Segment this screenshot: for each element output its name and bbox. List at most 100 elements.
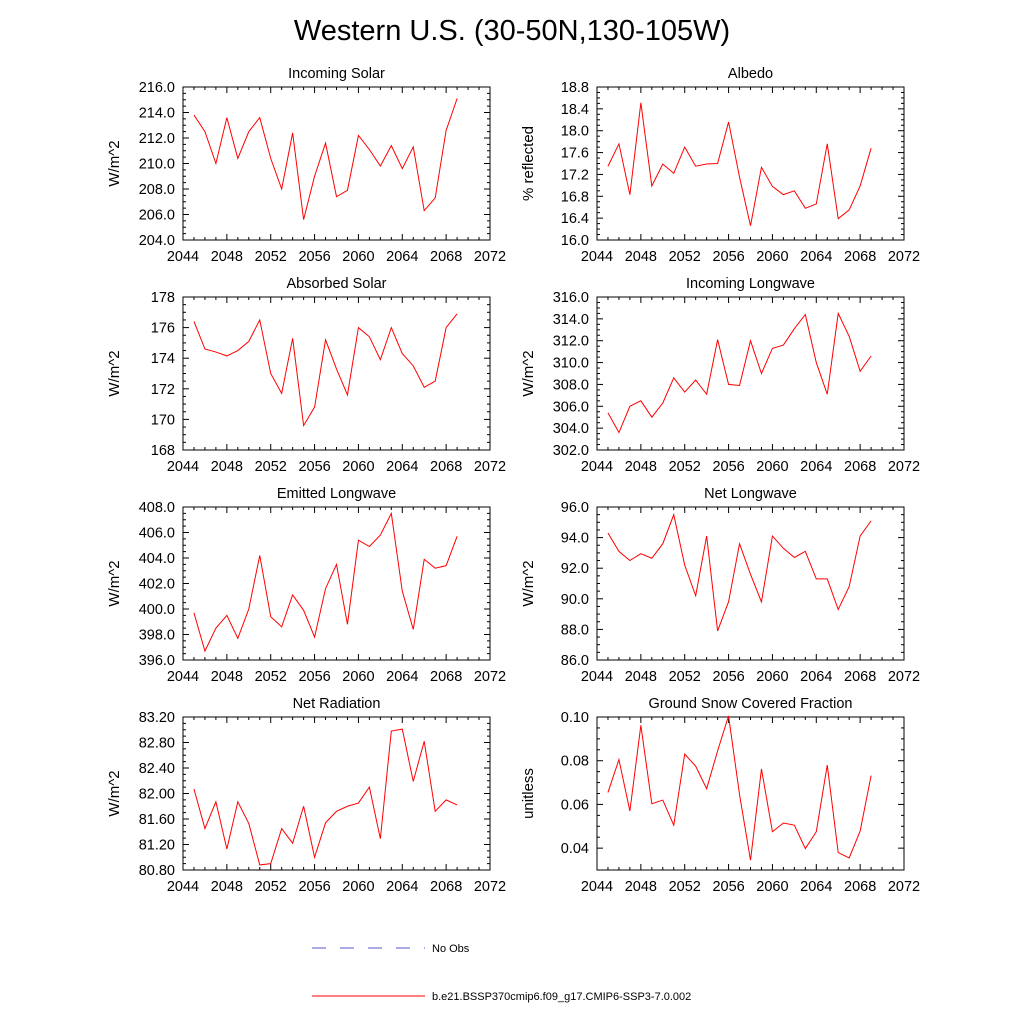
x-tick-label: 2048 xyxy=(625,879,657,895)
panel-title: Incoming Solar xyxy=(288,66,385,82)
y-tick-label: 168 xyxy=(151,443,175,459)
y-tick-label: 94.0 xyxy=(561,531,589,547)
x-tick-label: 2044 xyxy=(167,669,199,685)
x-tick-label: 2056 xyxy=(298,669,330,685)
x-tick-label: 2048 xyxy=(211,669,243,685)
x-tick-label: 2044 xyxy=(167,249,199,265)
y-tick-label: 312.0 xyxy=(553,334,589,350)
x-tick-label: 2068 xyxy=(430,669,462,685)
y-tick-label: 81.20 xyxy=(139,838,175,854)
y-tick-label: 302.0 xyxy=(553,443,589,459)
x-tick-label: 2060 xyxy=(342,879,374,895)
panel-title: Emitted Longwave xyxy=(277,486,396,502)
series-line xyxy=(607,311,872,434)
x-tick-label: 2048 xyxy=(211,459,243,475)
y-tick-label: 90.0 xyxy=(561,592,589,608)
y-axis-label: W/m^2 xyxy=(520,350,537,396)
x-tick-label: 2044 xyxy=(167,879,199,895)
x-tick-label: 2056 xyxy=(712,669,744,685)
x-tick-label: 2048 xyxy=(625,669,657,685)
y-tick-label: 81.60 xyxy=(139,812,175,828)
x-tick-label: 2056 xyxy=(298,249,330,265)
y-tick-label: 178 xyxy=(151,290,175,306)
y-tick-label: 406.0 xyxy=(139,526,175,542)
y-tick-label: 0.08 xyxy=(561,754,589,770)
x-tick-label: 2072 xyxy=(888,669,920,685)
y-axis-label: W/m^2 xyxy=(106,770,123,816)
panel-0: Incoming Solar W/m^2 2044 2048 2052 2056 2060 2… xyxy=(106,66,506,265)
x-tick-label: 2052 xyxy=(255,669,287,685)
y-tick-label: 212.0 xyxy=(139,131,175,147)
x-tick-label: 2060 xyxy=(756,879,788,895)
y-tick-label: 16.4 xyxy=(561,211,589,227)
legend: No Obs b.e21.BSSP370cmip6.f09_g17.CMIP6-… xyxy=(312,943,691,1003)
plot-frame xyxy=(596,296,905,451)
panel-3: Incoming Longwave W/m^2 2044 2048 2052 2056 20… xyxy=(520,276,920,475)
y-axis-label: W/m^2 xyxy=(520,560,537,606)
y-tick-label: 310.0 xyxy=(553,356,589,372)
y-tick-label: 402.0 xyxy=(139,577,175,593)
plot-frame xyxy=(182,296,491,451)
x-tick-label: 2048 xyxy=(211,249,243,265)
plot-frame xyxy=(182,86,491,241)
y-tick-label: 88.0 xyxy=(561,622,589,638)
x-tick-label: 2064 xyxy=(800,669,832,685)
plot-frame xyxy=(182,716,491,871)
x-tick-label: 2072 xyxy=(474,879,506,895)
x-tick-label: 2056 xyxy=(712,879,744,895)
y-tick-label: 170 xyxy=(151,412,175,428)
y-tick-label: 208.0 xyxy=(139,182,175,198)
plot-frame xyxy=(596,86,905,241)
y-tick-label: 306.0 xyxy=(553,399,589,415)
plot-frame xyxy=(182,506,491,661)
x-tick-label: 2056 xyxy=(712,459,744,475)
y-tick-label: 408.0 xyxy=(139,500,175,516)
y-tick-label: 17.2 xyxy=(561,167,589,183)
y-tick-label: 398.0 xyxy=(139,628,175,644)
plot-frame xyxy=(596,506,905,661)
x-tick-label: 2044 xyxy=(167,459,199,475)
y-tick-label: 82.80 xyxy=(139,736,175,752)
y-tick-label: 82.40 xyxy=(139,761,175,777)
y-tick-label: 404.0 xyxy=(139,551,175,567)
series-line xyxy=(193,511,458,653)
x-tick-label: 2052 xyxy=(669,249,701,265)
y-tick-label: 18.8 xyxy=(561,80,589,96)
x-tick-label: 2060 xyxy=(342,459,374,475)
x-tick-label: 2068 xyxy=(844,249,876,265)
y-tick-label: 204.0 xyxy=(139,233,175,249)
x-tick-label: 2044 xyxy=(581,669,613,685)
x-tick-label: 2060 xyxy=(756,459,788,475)
y-tick-label: 174 xyxy=(151,351,175,367)
x-tick-label: 2068 xyxy=(430,459,462,475)
x-tick-label: 2072 xyxy=(474,459,506,475)
series-line xyxy=(607,715,872,861)
y-tick-label: 400.0 xyxy=(139,602,175,618)
y-tick-label: 0.04 xyxy=(561,841,589,857)
legend-model-label: b.e21.BSSP370cmip6.f09_g17.CMIP6-SSP3-7.… xyxy=(432,991,691,1003)
x-tick-label: 2064 xyxy=(386,879,418,895)
y-tick-label: 16.8 xyxy=(561,189,589,205)
x-tick-label: 2068 xyxy=(430,879,462,895)
y-tick-label: 0.10 xyxy=(561,710,589,726)
x-tick-label: 2064 xyxy=(800,459,832,475)
x-tick-label: 2064 xyxy=(800,879,832,895)
y-tick-label: 308.0 xyxy=(553,377,589,393)
panel-title: Ground Snow Covered Fraction xyxy=(649,696,853,712)
y-tick-label: 172 xyxy=(151,382,175,398)
y-axis-label: W/m^2 xyxy=(106,350,123,396)
x-tick-label: 2048 xyxy=(625,459,657,475)
y-axis-label: unitless xyxy=(520,768,537,819)
y-tick-label: 0.06 xyxy=(561,797,589,813)
x-tick-label: 2060 xyxy=(756,669,788,685)
series-line xyxy=(607,102,872,226)
panel-5: Net Longwave W/m^2 2044 2048 2052 2056 2060 206… xyxy=(520,486,920,685)
x-tick-label: 2064 xyxy=(386,459,418,475)
series-line xyxy=(607,512,872,632)
x-tick-label: 2052 xyxy=(669,669,701,685)
y-tick-label: 314.0 xyxy=(553,312,589,328)
x-tick-label: 2068 xyxy=(844,879,876,895)
x-tick-label: 2060 xyxy=(342,669,374,685)
main-title: Western U.S. (30-50N,130-105W) xyxy=(294,15,730,47)
panel-4: Emitted Longwave W/m^2 2044 2048 2052 2056 206… xyxy=(106,486,506,685)
